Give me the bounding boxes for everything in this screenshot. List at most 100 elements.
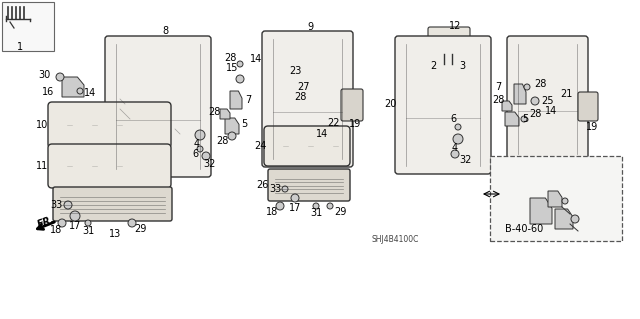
- FancyBboxPatch shape: [507, 36, 588, 162]
- Circle shape: [524, 84, 530, 90]
- FancyBboxPatch shape: [48, 102, 171, 148]
- Text: 16: 16: [42, 87, 54, 97]
- Circle shape: [455, 124, 461, 130]
- Polygon shape: [514, 84, 526, 104]
- Circle shape: [197, 146, 203, 152]
- Text: 24: 24: [254, 141, 266, 151]
- Text: 14: 14: [316, 129, 328, 139]
- Text: 7: 7: [495, 82, 501, 92]
- Polygon shape: [62, 77, 84, 97]
- Text: 32: 32: [459, 155, 471, 165]
- Text: 1: 1: [17, 42, 23, 52]
- Text: 28: 28: [208, 107, 220, 117]
- Polygon shape: [530, 198, 552, 224]
- Polygon shape: [548, 191, 562, 207]
- Circle shape: [327, 203, 333, 209]
- Circle shape: [236, 75, 244, 83]
- Circle shape: [237, 61, 243, 67]
- Text: 12: 12: [449, 21, 461, 31]
- Text: 6: 6: [192, 149, 198, 159]
- Text: 4: 4: [452, 143, 458, 153]
- Text: 14: 14: [545, 106, 557, 116]
- Polygon shape: [315, 82, 327, 94]
- FancyBboxPatch shape: [428, 27, 470, 56]
- Circle shape: [562, 198, 568, 204]
- Text: 29: 29: [334, 207, 346, 217]
- Text: 6: 6: [450, 114, 456, 124]
- FancyBboxPatch shape: [264, 126, 350, 166]
- Circle shape: [450, 62, 456, 68]
- Text: 31: 31: [310, 208, 322, 218]
- Text: FR.: FR.: [36, 214, 56, 230]
- Text: 4: 4: [194, 139, 200, 149]
- Text: 19: 19: [586, 122, 598, 132]
- Circle shape: [77, 88, 83, 94]
- Text: 11: 11: [36, 161, 48, 171]
- Text: 13: 13: [109, 229, 121, 239]
- Circle shape: [453, 134, 463, 144]
- Text: 28: 28: [529, 109, 541, 119]
- Polygon shape: [305, 93, 319, 109]
- Text: 8: 8: [162, 26, 168, 36]
- Text: 27: 27: [297, 82, 309, 92]
- Circle shape: [202, 152, 210, 160]
- Text: 14: 14: [84, 88, 96, 98]
- Text: 21: 21: [560, 89, 572, 99]
- Text: 2: 2: [430, 61, 436, 71]
- Circle shape: [313, 203, 319, 209]
- Circle shape: [85, 220, 91, 226]
- Text: 32: 32: [204, 159, 216, 169]
- Bar: [2, 2, 54, 51]
- Circle shape: [56, 73, 64, 81]
- FancyBboxPatch shape: [48, 144, 171, 188]
- Text: 9: 9: [307, 22, 313, 32]
- Polygon shape: [310, 107, 328, 129]
- Circle shape: [451, 150, 459, 158]
- Circle shape: [291, 194, 299, 202]
- Polygon shape: [298, 68, 314, 82]
- Text: 28: 28: [224, 53, 236, 63]
- FancyBboxPatch shape: [578, 92, 598, 121]
- Text: 22: 22: [328, 118, 340, 128]
- Text: 26: 26: [256, 180, 268, 190]
- Text: 23: 23: [289, 66, 301, 76]
- Bar: [490, 156, 622, 241]
- Text: 20: 20: [384, 99, 396, 109]
- Text: 18: 18: [50, 225, 62, 235]
- Text: SHJ4B4100C: SHJ4B4100C: [371, 234, 419, 243]
- Text: 19: 19: [349, 119, 361, 129]
- Text: B-40-60: B-40-60: [505, 224, 543, 234]
- FancyBboxPatch shape: [105, 36, 211, 177]
- Circle shape: [128, 219, 136, 227]
- Text: 33: 33: [50, 200, 62, 210]
- Text: 28: 28: [534, 79, 546, 89]
- Text: 3: 3: [459, 61, 465, 71]
- FancyBboxPatch shape: [53, 187, 172, 221]
- Circle shape: [531, 97, 539, 105]
- Text: 31: 31: [82, 226, 94, 236]
- Text: 10: 10: [36, 120, 48, 130]
- Text: 7: 7: [245, 95, 251, 105]
- Text: 5: 5: [241, 119, 247, 129]
- Text: 29: 29: [134, 224, 146, 234]
- FancyBboxPatch shape: [262, 31, 353, 167]
- Text: 33: 33: [269, 184, 281, 194]
- Polygon shape: [505, 112, 519, 126]
- Polygon shape: [555, 209, 573, 229]
- Circle shape: [276, 202, 284, 210]
- FancyBboxPatch shape: [341, 89, 363, 121]
- Circle shape: [64, 201, 72, 209]
- Text: 17: 17: [289, 203, 301, 213]
- Circle shape: [571, 215, 579, 223]
- Text: 30: 30: [38, 70, 50, 80]
- Circle shape: [521, 116, 527, 122]
- Circle shape: [70, 211, 80, 221]
- Text: 17: 17: [69, 221, 81, 231]
- Text: 28: 28: [294, 92, 306, 102]
- Circle shape: [58, 219, 66, 227]
- Circle shape: [282, 186, 288, 192]
- Circle shape: [228, 132, 236, 140]
- Text: 5: 5: [522, 114, 528, 124]
- Text: 14: 14: [250, 54, 262, 64]
- Polygon shape: [230, 91, 242, 109]
